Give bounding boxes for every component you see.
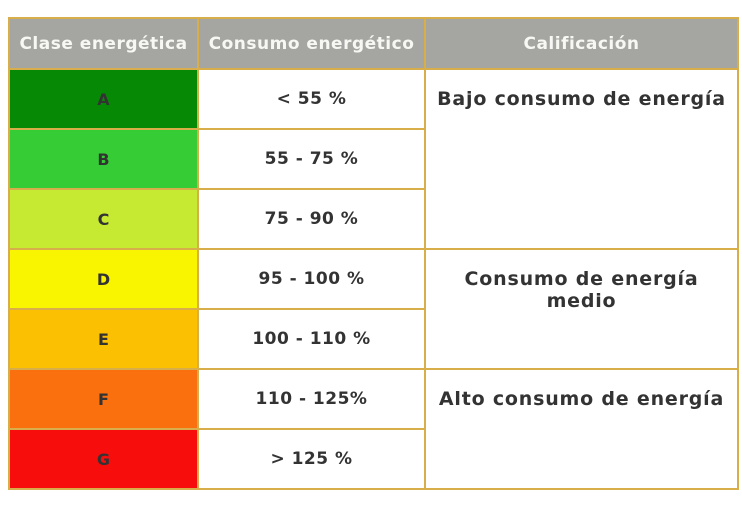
consumption-c-cell: 75 - 90 % bbox=[197, 188, 426, 250]
energy-class-g-cell: G bbox=[8, 428, 199, 490]
rating-low-consumption-cell: Bajo consumo de energía bbox=[424, 68, 739, 250]
rating-high-consumption-cell: Alto consumo de energía bbox=[424, 368, 739, 490]
table-row-a: A < 55 % Bajo consumo de energía bbox=[8, 68, 739, 250]
column-header-energy-class: Clase energética bbox=[8, 17, 199, 70]
consumption-b-cell: 55 - 75 % bbox=[197, 128, 426, 190]
consumption-g-cell: > 125 % bbox=[197, 428, 426, 490]
table-row-c: C 75 - 90 % bbox=[8, 188, 738, 250]
consumption-a-cell: < 55 % bbox=[197, 68, 426, 130]
energy-class-e-cell: E bbox=[8, 308, 199, 370]
column-header-rating: Calificación bbox=[424, 17, 739, 70]
energy-class-a-cell: A bbox=[8, 68, 199, 130]
energy-class-d-cell: D bbox=[8, 248, 199, 310]
table-row-e: E 100 - 110 % bbox=[8, 308, 738, 370]
consumption-e-cell: 100 - 110 % bbox=[197, 308, 426, 370]
table-row-d: D 95 - 100 % Consumo de energía medio bbox=[8, 248, 739, 370]
energy-class-c-cell: C bbox=[8, 188, 199, 250]
consumption-d-cell: 95 - 100 % bbox=[197, 248, 426, 310]
column-header-energy-consumption: Consumo energético bbox=[197, 17, 426, 70]
table-row-g: G > 125 % bbox=[8, 428, 738, 490]
table-row-f: F 110 - 125% Alto consumo de energía bbox=[8, 368, 739, 490]
energy-class-f-cell: F bbox=[8, 368, 199, 430]
energy-class-table: Clase energética Consumo energético Cali… bbox=[8, 17, 739, 490]
energy-class-b-cell: B bbox=[8, 128, 199, 190]
table-header-row: Clase energética Consumo energético Cali… bbox=[8, 17, 739, 70]
rating-medium-consumption-cell: Consumo de energía medio bbox=[424, 248, 739, 370]
table-row-b: B 55 - 75 % bbox=[8, 128, 738, 190]
consumption-f-cell: 110 - 125% bbox=[197, 368, 426, 430]
